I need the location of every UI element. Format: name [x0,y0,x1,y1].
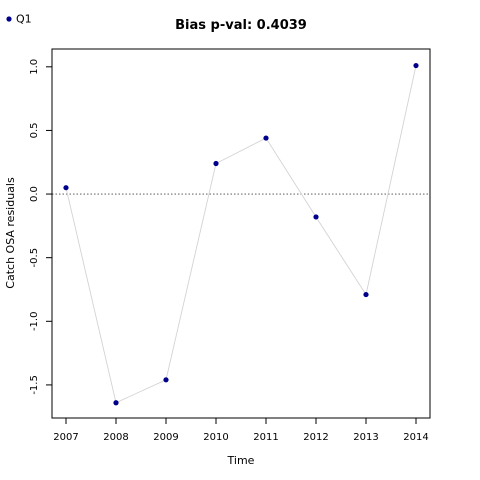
data-point-2008 [113,400,119,406]
y-tick-label--1.0: -1.0 [29,312,40,332]
y-tick-label-0.5: 0.5 [29,122,40,138]
x-tick-label-2007: 2007 [53,432,78,443]
data-point-2014 [413,62,419,69]
y-axis-label: Catch OSA residuals [4,177,17,289]
legend: Q1 [6,13,32,26]
y-tick-label--0.5: -0.5 [29,248,40,268]
x-tick-label-2014: 2014 [403,432,428,443]
data-point-2011 [263,135,269,141]
legend-label-q1: Q1 [16,13,32,26]
x-tick-label-2009: 2009 [153,432,178,443]
x-tick-label-2012: 2012 [303,432,328,443]
x-axis-label: Time [227,454,255,467]
y-tick-label--1.5: -1.5 [29,375,40,395]
data-point-2009 [163,377,169,383]
x-tick-label-2011: 2011 [253,432,278,443]
data-point-2013 [363,291,369,298]
data-point-2010 [213,160,219,167]
y-tick-label-0.0: 0.0 [29,186,40,202]
x-tick-label-2013: 2013 [353,432,378,443]
y-tick-label-1.0: 1.0 [29,59,40,75]
data-point-2007 [63,185,69,191]
legend-marker-q1 [6,16,12,22]
data-point-2012 [313,214,319,220]
plot-frame [51,48,431,419]
series-line-0 [65,65,417,404]
x-tick-label-2008: 2008 [103,432,128,443]
x-tick-label-2010: 2010 [203,432,228,443]
chart-title: Bias p-val: 0.4039 [175,18,307,33]
